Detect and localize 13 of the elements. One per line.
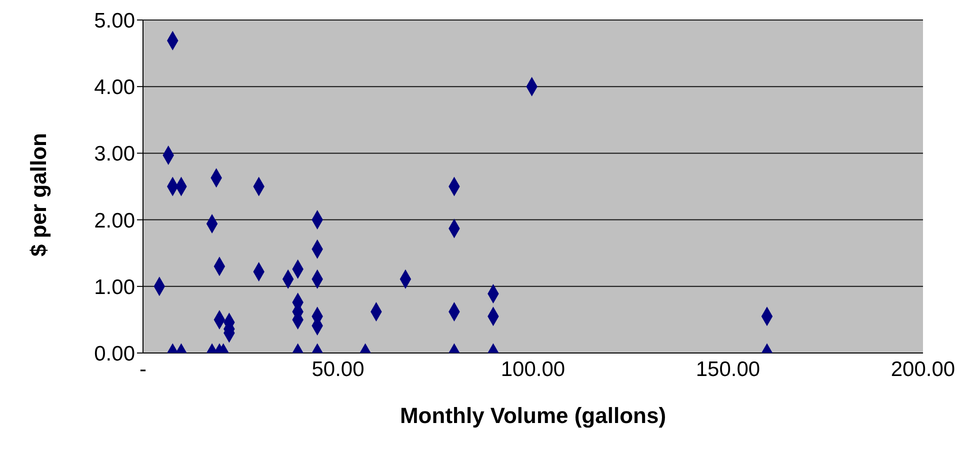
y-tick-label: 3.00: [94, 142, 135, 166]
x-tick-label: 200.00: [890, 358, 956, 381]
y-tick-label: 2.00: [94, 209, 135, 232]
x-tick-label: 100.00: [500, 358, 566, 381]
y-tick-label: 1.00: [94, 276, 135, 299]
y-axis-title: $ per gallon: [26, 133, 51, 256]
x-tick-label: 50.00: [312, 358, 364, 381]
x-axis-title: Monthly Volume (gallons): [400, 403, 666, 428]
x-tick-label: 150.00: [696, 358, 760, 381]
y-tick-label: 0.00: [94, 342, 135, 366]
x-tick-label: -: [140, 358, 146, 381]
y-tick-label: 4.00: [94, 76, 135, 100]
y-tick-label: 5.00: [94, 9, 135, 32]
